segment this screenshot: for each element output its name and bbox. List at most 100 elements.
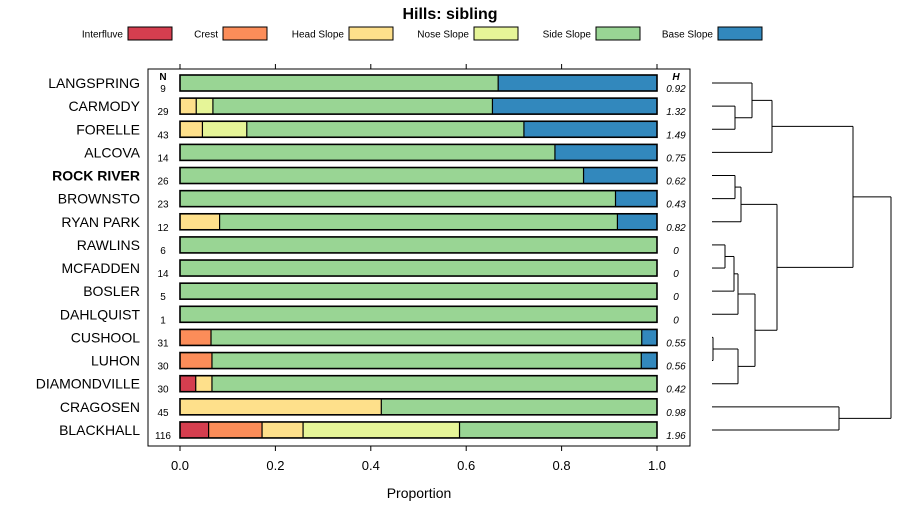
bar-outline xyxy=(179,328,658,347)
bar-segment-side-slope xyxy=(459,421,657,438)
bar-outline xyxy=(179,212,658,231)
h-value: 0 xyxy=(673,246,679,257)
n-value: 14 xyxy=(157,269,169,280)
x-axis-title: Proportion xyxy=(387,485,452,501)
bar-segment-side-slope xyxy=(246,121,524,138)
bar-outline xyxy=(179,189,658,208)
h-value: 0.42 xyxy=(666,385,686,396)
n-value: 12 xyxy=(157,223,169,234)
bar-segment-side-slope xyxy=(211,329,642,346)
h-value: 0.98 xyxy=(666,408,686,419)
n-value: 45 xyxy=(157,408,169,419)
n-value: 29 xyxy=(157,107,169,118)
row-blackhall: BLACKHALL 116 1.96 xyxy=(59,421,686,442)
legend-swatch-crest xyxy=(222,26,268,41)
n-value: 116 xyxy=(155,431,171,442)
plot-frame xyxy=(147,68,691,447)
legend-label-side-slope: Side Slope xyxy=(543,30,592,41)
n-value: 14 xyxy=(157,153,169,164)
chart-title: Hills: sibling xyxy=(402,6,497,23)
x-tick-label: 0.2 xyxy=(266,458,284,473)
bar-segment-base-slope xyxy=(492,98,657,115)
bar-segment-head-slope xyxy=(262,421,304,438)
legend-label-crest: Crest xyxy=(194,30,218,41)
row-label: FORELLE xyxy=(76,121,140,137)
bar-outline xyxy=(179,120,658,139)
h-value: 0.43 xyxy=(666,200,686,211)
row-label: CRAGOSEN xyxy=(60,399,140,415)
n-value: 5 xyxy=(160,292,166,303)
bar-segment-side-slope xyxy=(180,306,657,323)
bar-segment-side-slope xyxy=(180,260,657,277)
bar-outline xyxy=(179,97,658,115)
row-brownsto: BROWNSTO 23 0.43 xyxy=(58,189,686,211)
bar-segment-crest xyxy=(180,329,212,346)
dendrogram xyxy=(712,82,892,431)
h-value: 0.75 xyxy=(666,153,686,164)
x-tick-label: 0.4 xyxy=(362,458,380,473)
row-langspring: LANGSPRING 9 0.92 xyxy=(48,74,686,95)
row-cragosen: CRAGOSEN 45 0.98 xyxy=(60,398,686,419)
row-alcova: ALCOVA 14 0.75 xyxy=(84,143,686,164)
n-value: 43 xyxy=(157,130,169,141)
h-value: 0.92 xyxy=(666,84,686,95)
bar-segment-base-slope xyxy=(554,144,657,161)
x-tick-label: 1.0 xyxy=(648,458,666,473)
n-value: 6 xyxy=(160,246,166,257)
n-value: 23 xyxy=(157,200,169,211)
bar-segment-side-slope xyxy=(219,213,618,230)
row-rock-river: ROCK RIVER 26 0.62 xyxy=(52,166,686,188)
bar-segment-side-slope xyxy=(381,398,657,415)
bar-segment-head-slope xyxy=(195,375,212,392)
legend-swatch-side-slope xyxy=(595,26,641,41)
legend-swatch-base-slope xyxy=(717,26,763,41)
bar-outline xyxy=(179,305,658,324)
bar-rows: LANGSPRING 9 0.92 CARMODY 29 1.32 FORELLE 43 1.4… xyxy=(36,74,686,442)
bar-segment-nose-slope xyxy=(303,421,460,438)
bar-segment-interfluve xyxy=(180,421,209,438)
bar-segment-side-slope xyxy=(180,144,555,161)
bar-segment-head-slope xyxy=(180,213,220,230)
h-value: 1.96 xyxy=(666,431,686,442)
plot-area xyxy=(147,68,691,447)
bar-segment-crest xyxy=(208,421,263,438)
h-value: 0.62 xyxy=(666,177,686,188)
h-column-header: H xyxy=(672,72,680,83)
bar-segment-base-slope xyxy=(615,190,657,207)
bar-segment-head-slope xyxy=(180,398,382,415)
bar-outline xyxy=(179,282,658,300)
bar-outline xyxy=(179,421,658,439)
row-label: BLACKHALL xyxy=(59,422,140,438)
bar-outline xyxy=(179,398,658,416)
legend: Interfluve Crest Head Slope Nose Slope Side … xyxy=(82,26,763,41)
row-ryan-park: RYAN PARK 12 0.82 xyxy=(61,212,686,234)
bar-segment-side-slope xyxy=(180,236,657,253)
legend-label-interfluve: Interfluve xyxy=(82,30,124,41)
bar-segment-side-slope xyxy=(180,190,616,207)
row-label: CUSHOOL xyxy=(71,329,140,345)
row-label: DIAMONDVILLE xyxy=(36,376,140,392)
bar-outline xyxy=(179,374,658,393)
bar-segment-base-slope xyxy=(641,329,657,346)
row-mcfadden: MCFADDEN 14 0 xyxy=(61,259,679,280)
n-value: 9 xyxy=(160,84,166,95)
bar-segment-crest xyxy=(180,352,212,369)
bar-segment-nose-slope xyxy=(196,98,213,115)
bar-segment-base-slope xyxy=(617,213,657,230)
x-axis: 0.0 0.2 0.4 0.6 0.8 1.0 xyxy=(171,64,666,473)
bar-segment-base-slope xyxy=(498,75,657,91)
h-value: 0 xyxy=(673,315,679,326)
row-label: RAWLINS xyxy=(77,237,140,253)
row-label: LANGSPRING xyxy=(48,75,140,91)
row-dahlquist: DAHLQUIST 1 0 xyxy=(60,305,679,326)
h-value: 0 xyxy=(673,269,679,280)
bar-outline xyxy=(179,74,658,92)
legend-label-nose-slope: Nose Slope xyxy=(417,30,469,41)
row-bosler: BOSLER 5 0 xyxy=(83,282,679,303)
row-label: ALCOVA xyxy=(84,144,140,160)
bar-outline xyxy=(179,236,658,254)
row-label: DAHLQUIST xyxy=(60,306,141,322)
bar-segment-side-slope xyxy=(180,283,657,300)
h-value: 0.56 xyxy=(666,362,686,373)
